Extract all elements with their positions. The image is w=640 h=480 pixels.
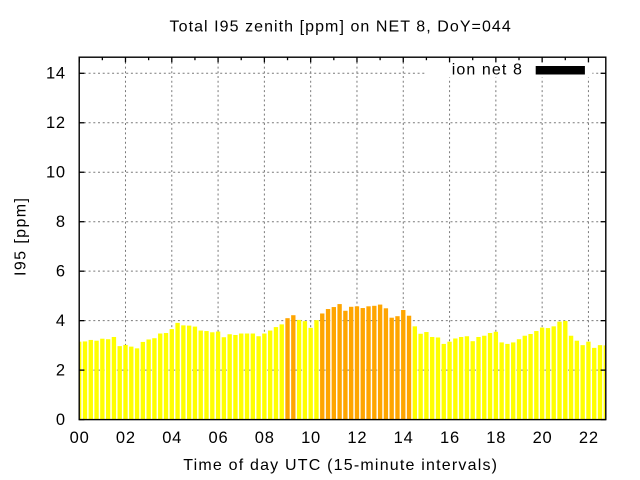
svg-text:8: 8 [56, 213, 66, 231]
svg-text:22: 22 [579, 429, 599, 447]
svg-text:06: 06 [209, 429, 229, 447]
svg-text:16: 16 [440, 429, 460, 447]
svg-text:14: 14 [394, 429, 414, 447]
svg-text:2: 2 [56, 362, 66, 380]
svg-text:04: 04 [162, 429, 182, 447]
svg-text:10: 10 [46, 164, 66, 182]
svg-text:20: 20 [533, 429, 553, 447]
svg-text:Total I95 zenith [ppm] on NET: Total I95 zenith [ppm] on NET 8, DoY=044 [170, 18, 512, 35]
svg-text:08: 08 [255, 429, 275, 447]
svg-text:0: 0 [56, 411, 66, 429]
svg-text:6: 6 [56, 263, 66, 281]
svg-text:Time of day UTC (15-minute int: Time of day UTC (15-minute intervals) [183, 457, 498, 474]
svg-text:14: 14 [46, 65, 66, 83]
svg-text:18: 18 [486, 429, 506, 447]
svg-text:12: 12 [46, 114, 66, 132]
svg-text:12: 12 [347, 429, 367, 447]
svg-text:4: 4 [56, 312, 66, 330]
svg-text:00: 00 [70, 429, 90, 447]
svg-text:10: 10 [301, 429, 321, 447]
svg-text:I95 [ppm]: I95 [ppm] [13, 197, 30, 276]
svg-text:ion net 8: ion net 8 [452, 62, 523, 79]
svg-text:02: 02 [116, 429, 136, 447]
